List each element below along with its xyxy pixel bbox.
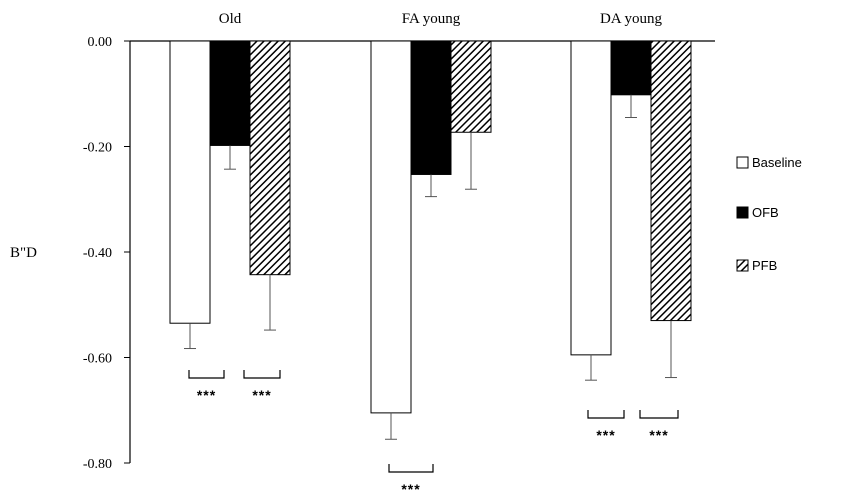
error-bars bbox=[184, 94, 677, 440]
group-label: Old bbox=[219, 11, 242, 27]
bar-pfb-fa-young bbox=[450, 40, 492, 133]
legend-swatch-ofb bbox=[736, 206, 749, 219]
bar-ofb-old bbox=[209, 40, 251, 146]
significance-stars: *** bbox=[401, 481, 420, 497]
significance-stars: *** bbox=[596, 427, 615, 443]
significance-bracket bbox=[188, 370, 225, 379]
bar-ofb-fa-young bbox=[410, 40, 452, 175]
legend-label-baseline: Baseline bbox=[752, 155, 802, 170]
bar-baseline-fa-young bbox=[370, 40, 412, 414]
group-label: FA young bbox=[402, 11, 461, 27]
significance-bracket bbox=[639, 410, 679, 419]
y-tick-label: -0.80 bbox=[83, 457, 112, 472]
bar-ofb-da-young bbox=[610, 40, 652, 96]
bar-baseline-old bbox=[169, 40, 211, 324]
significance-markers: *** *** *** *** *** bbox=[188, 370, 679, 497]
y-tick-label: -0.20 bbox=[83, 141, 112, 156]
bar-pfb-da-young bbox=[650, 40, 692, 322]
y-axis-label: B"D bbox=[10, 245, 37, 261]
y-tick-label: -0.60 bbox=[83, 352, 112, 367]
significance-bracket bbox=[243, 370, 281, 379]
significance-stars: *** bbox=[197, 387, 216, 403]
legend-swatch-baseline bbox=[736, 156, 749, 169]
significance-stars: *** bbox=[252, 387, 271, 403]
y-tick-label: -0.40 bbox=[83, 246, 112, 261]
legend: Baseline OFB PFB bbox=[736, 155, 802, 273]
legend-swatch-pfb bbox=[736, 259, 749, 272]
labels: Old FA young DA young bbox=[219, 11, 663, 27]
group-label: DA young bbox=[600, 11, 663, 27]
y-tick-label: 0.00 bbox=[88, 35, 113, 50]
significance-bracket bbox=[388, 464, 434, 473]
legend-label-pfb: PFB bbox=[752, 258, 777, 273]
bar-baseline-da-young bbox=[570, 40, 612, 356]
significance-stars: *** bbox=[649, 427, 668, 443]
bars bbox=[169, 40, 692, 414]
significance-bracket bbox=[587, 410, 625, 419]
bar-pfb-old bbox=[249, 40, 291, 276]
legend-label-ofb: OFB bbox=[752, 205, 779, 220]
